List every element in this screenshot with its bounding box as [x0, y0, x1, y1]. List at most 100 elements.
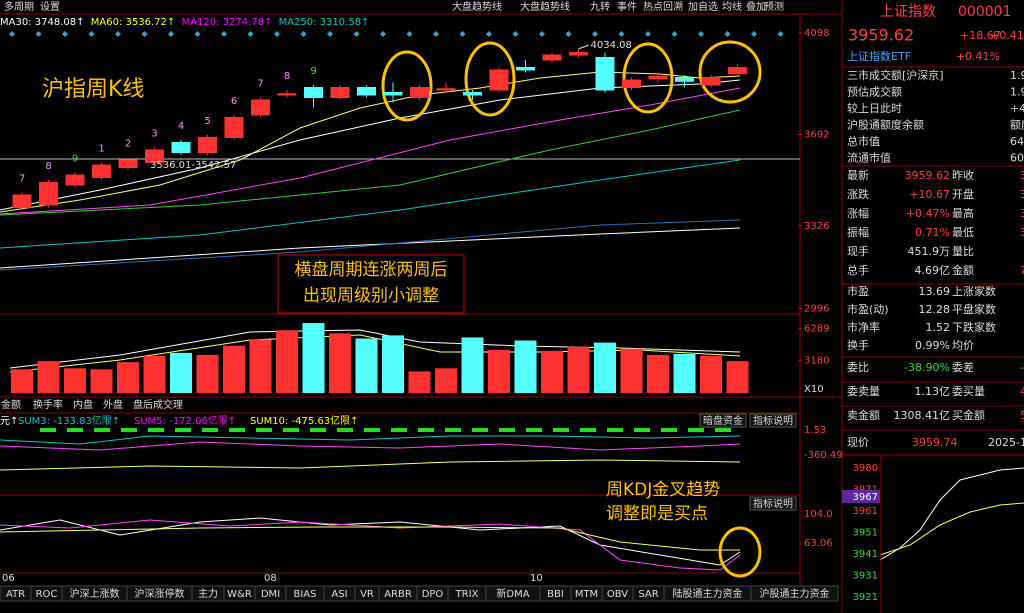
volume-bar [302, 323, 325, 393]
toolbar-item: 均线 [722, 0, 742, 13]
row-label: 换手 [847, 338, 869, 352]
date-label: 06 [2, 573, 15, 584]
event-marker [9, 31, 15, 37]
volume-bar [117, 362, 139, 393]
quote-price: 3959.62 [848, 26, 914, 45]
sum-bar [445, 428, 461, 432]
ma-line [0, 227, 741, 269]
tab-label: 新DMA [496, 587, 529, 600]
row-value: 1.52 [926, 321, 951, 334]
current-marker [842, 490, 880, 503]
row-label: 涨跌 [847, 187, 869, 201]
row-label: 委比 [847, 361, 869, 374]
row-value: 1308.41亿 [894, 409, 951, 422]
tab-label: DPO [422, 589, 444, 600]
tab-label: 沪股通主力资金 [760, 587, 830, 600]
y-tick-label: 2996 [804, 304, 829, 315]
button[interactable] [749, 496, 797, 511]
ma-line [0, 109, 741, 216]
volume-bar [11, 369, 33, 393]
info-value: 1.9 [1010, 69, 1024, 82]
indicator-tab: 外盘 [103, 398, 123, 411]
row-value: 1.13亿 [915, 385, 951, 398]
info-label: 预估成交额 [847, 85, 902, 99]
candle-body [383, 92, 403, 96]
sum-bar [229, 428, 245, 432]
row-label: 上涨家数 [952, 284, 996, 298]
volume-bar [90, 369, 113, 393]
row-value: 451.9万 [908, 245, 951, 258]
toolbar-item: 预测 [764, 0, 784, 13]
sum-legend: SUM3: -133.83亿限↑ [18, 414, 120, 427]
tab-label: MTM [575, 589, 598, 600]
highlight-circle [464, 41, 516, 117]
event-marker [539, 31, 545, 37]
toolbar-item: 加自选 [688, 0, 718, 13]
tab[interactable] [750, 585, 839, 602]
button-label: 暗盘资金 [703, 414, 743, 427]
candle-body [304, 87, 323, 98]
tab-label: ARBR [384, 589, 412, 600]
kdj-line [0, 517, 741, 566]
button[interactable] [699, 413, 747, 428]
ma-legend: MA60: 3536.72↑ [91, 17, 175, 28]
sum-bar [715, 428, 731, 432]
row-value: 0.71% [915, 226, 950, 239]
event-marker [698, 31, 704, 37]
tab-label: BIAS [294, 589, 317, 600]
sum-bar [499, 428, 515, 432]
candle-body [675, 77, 694, 82]
volume-bar [196, 354, 219, 393]
volume-bar [408, 371, 431, 393]
volume-bar [249, 339, 272, 393]
event-marker [777, 31, 784, 37]
toolbar-item: 九转 [590, 0, 610, 13]
sum-bar [472, 428, 488, 432]
ma-legend: MA30: 3748.08↑ [0, 17, 84, 28]
td-count: 9 [72, 154, 78, 165]
row-label: 委买量 [952, 385, 985, 398]
event-marker [671, 31, 678, 37]
tab-label: 沪深上涨数 [70, 587, 120, 600]
candle-body [171, 142, 191, 153]
volume-bar [64, 368, 86, 393]
td-count: 2 [125, 139, 131, 150]
event-marker [300, 31, 307, 37]
mini-tick: 3961 [853, 506, 878, 517]
row-label: 振幅 [847, 225, 869, 239]
info-label: 流通市值 [847, 151, 891, 165]
row-label: 最高 [952, 206, 974, 220]
tab-label: ATR [6, 589, 25, 600]
button[interactable] [749, 413, 797, 428]
candle-body [330, 87, 350, 98]
highlight-circle [698, 40, 762, 104]
quote-title: 上证指数 [880, 4, 936, 20]
row-value: 3 [1020, 169, 1024, 182]
indicator-tab: 内盘 [73, 398, 93, 411]
volume-bar [223, 345, 245, 393]
volume-bar [673, 353, 696, 393]
candle-body [145, 149, 164, 163]
info-value: +4 [1010, 102, 1024, 115]
kdj-line [0, 526, 740, 551]
volume-bar [461, 337, 484, 393]
row-label: 平盘家数 [952, 302, 996, 316]
row-value: -632 [1020, 361, 1024, 374]
toolbar-item: 多周期 [4, 0, 34, 13]
mini-tick: 3980 [853, 463, 878, 474]
toolbar-item: 热点回溯 [643, 0, 683, 13]
td-count: 6 [231, 96, 237, 107]
tab-label: ROC [36, 589, 58, 600]
volume-bar [726, 361, 749, 393]
candle-body [595, 57, 615, 91]
info-value: 额度 [1010, 118, 1024, 132]
tab-label: BBI [547, 589, 564, 600]
mini-avg-line [879, 502, 1024, 556]
mini-tick: 3941 [853, 549, 878, 560]
candle-body [39, 182, 58, 206]
event-marker [433, 31, 439, 37]
sum-legend: SUM5: -172.06亿限↑ [134, 414, 236, 427]
sum-bar [202, 428, 218, 432]
volume-bar [170, 352, 192, 393]
